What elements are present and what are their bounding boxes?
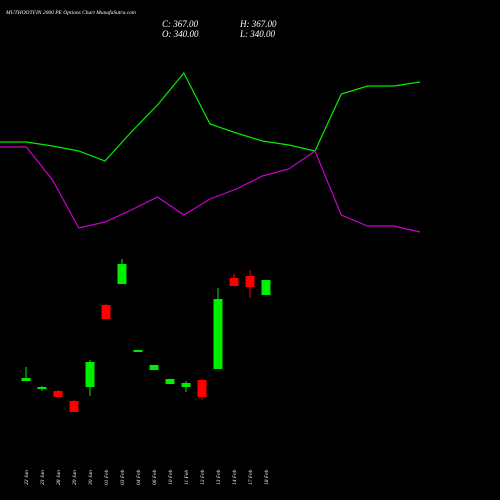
x-tick-label: 14 Feb <box>231 469 238 485</box>
candle-body <box>53 391 63 397</box>
indicator-line <box>0 146 421 233</box>
x-tick-label: 17 Feb <box>248 469 254 485</box>
x-tick-label: 12 Feb <box>200 469 206 485</box>
x-tick-label: 13 Feb <box>216 469 222 485</box>
high-label: H: 367.00 <box>239 19 277 29</box>
x-tick-label: 18 Feb <box>264 469 270 485</box>
x-tick-label: 30 Jan <box>88 470 94 486</box>
x-tick-label: 28 Jan <box>56 470 62 485</box>
candle-body <box>69 401 79 412</box>
x-tick-label: 04 Feb <box>135 469 142 485</box>
candle-body <box>117 264 127 284</box>
low-label: L: 340.00 <box>239 29 276 39</box>
chart-title: MUTHOOTFIN 2000 PE Options Chart MunafaS… <box>5 9 136 16</box>
candle-body <box>181 383 191 387</box>
x-tick-label: 23 Jan <box>40 470 46 485</box>
candle-body <box>85 362 95 387</box>
candle-body <box>261 280 271 295</box>
candle-body <box>229 278 239 286</box>
x-tick-label: 22 Jan <box>24 470 30 485</box>
candle-body <box>101 305 111 319</box>
x-tick-label: 01 Feb <box>104 469 110 485</box>
x-tick-label: 11 Feb <box>184 470 190 485</box>
candle-body <box>213 299 223 369</box>
open-label: O: 340.00 <box>162 29 199 39</box>
candle-body <box>245 276 255 287</box>
candle-body <box>21 378 31 381</box>
x-tick-label: 10 Feb <box>168 469 174 485</box>
x-tick-label: 03 Feb <box>120 469 126 485</box>
candle-body <box>133 350 143 352</box>
candle-body <box>37 387 47 389</box>
x-tick-label: 06 Feb <box>152 469 158 485</box>
candle-body <box>165 379 175 384</box>
candle-body <box>149 365 159 370</box>
indicator-line <box>0 71 421 162</box>
x-tick-label: 29 Jan <box>72 470 78 485</box>
close-label: C: 367.00 <box>162 19 199 29</box>
candle-body <box>197 380 207 397</box>
